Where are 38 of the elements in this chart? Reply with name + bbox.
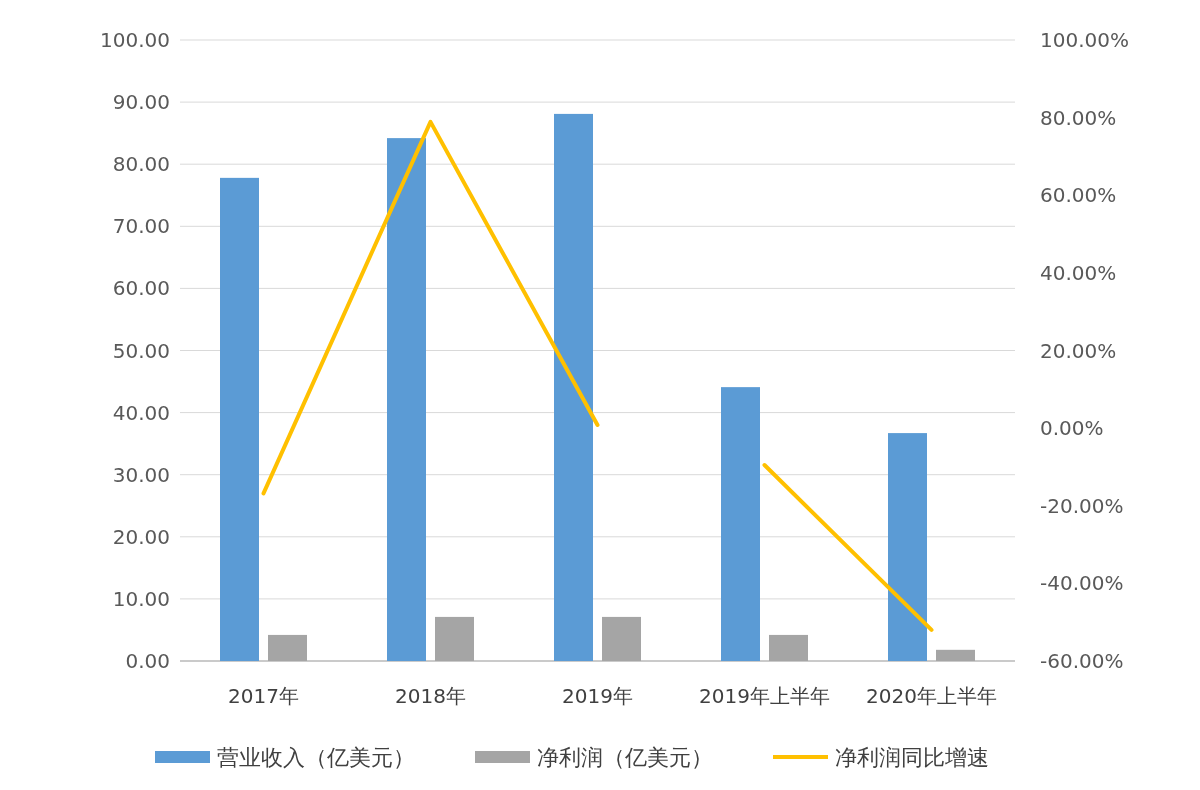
legend-label: 净利润（亿美元） — [537, 745, 713, 770]
x-tick-label: 2018年 — [395, 684, 466, 708]
y-tick-label: 70.00 — [112, 214, 170, 239]
bar — [387, 138, 426, 661]
y-tick-label: 90.00 — [112, 90, 170, 115]
bar — [769, 634, 808, 661]
y-tick-label: 60.00 — [112, 276, 170, 301]
y-tick-label: 100.00 — [100, 28, 170, 52]
bar — [888, 433, 927, 661]
y-tick-label: 30.00 — [112, 462, 170, 487]
x-tick-label: 2019年 — [562, 684, 633, 708]
y2-tick-label: -40.00% — [1040, 571, 1124, 596]
y-tick-label: 0.00 — [125, 649, 170, 673]
y2-tick-label: 100.00% — [1040, 28, 1129, 52]
y2-tick-label: 40.00% — [1040, 260, 1117, 285]
x-tick-label: 2019年上半年 — [699, 684, 830, 708]
bar — [435, 616, 474, 661]
x-tick-label: 2017年 — [228, 684, 299, 708]
bar — [554, 113, 593, 661]
y2-tick-label: -20.00% — [1040, 493, 1124, 518]
y2-tick-label: 60.00% — [1040, 183, 1117, 208]
y-tick-label: 10.00 — [112, 586, 170, 611]
bar — [268, 634, 307, 661]
legend-label: 净利润同比增速 — [835, 745, 989, 770]
y2-tick-label: 80.00% — [1040, 105, 1117, 130]
x-tick-label: 2020年上半年 — [866, 684, 997, 708]
bar — [602, 616, 641, 661]
y-tick-label: 80.00 — [112, 152, 170, 177]
y2-tick-label: -60.00% — [1040, 649, 1124, 673]
y2-tick-label: 0.00% — [1040, 416, 1104, 441]
bar — [721, 387, 760, 661]
y-tick-label: 50.00 — [112, 338, 170, 363]
bar — [936, 649, 975, 661]
bar — [220, 177, 259, 661]
legend-label: 营业收入（亿美元） — [217, 745, 415, 770]
y2-tick-label: 20.00% — [1040, 338, 1117, 363]
y-tick-label: 40.00 — [112, 400, 170, 425]
y-tick-label: 20.00 — [112, 524, 170, 549]
